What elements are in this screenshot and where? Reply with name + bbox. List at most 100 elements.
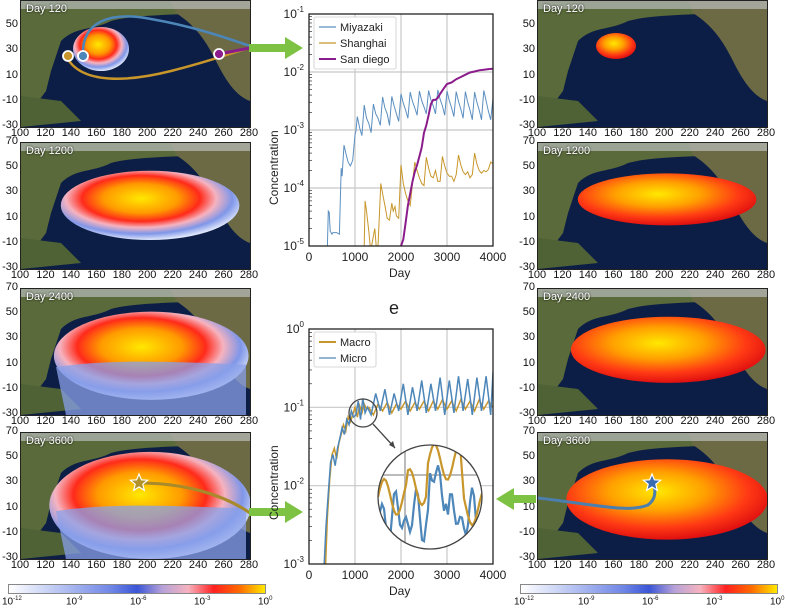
low-conc-band [56,505,246,559]
lon-tick: 180 [112,415,131,427]
lon-tick: 120 [553,269,572,281]
lon-tick: 240 [705,415,725,427]
lon-tick: 180 [629,559,648,571]
route-miyazaki [81,15,250,57]
map-day-label: Day 2400 [26,291,74,303]
lat-tick: 50 [5,160,18,173]
trajectory-line [538,482,657,510]
map-day-label: Day 3600 [543,435,591,447]
lat-tick: -30 [519,119,535,131]
lon-tick: 200 [655,127,674,139]
map-day-label: Day 120 [26,3,67,15]
lat-tick: -30 [2,119,18,131]
lon-tick: 260 [214,127,233,139]
lat-tick: 30 [522,475,535,488]
exponent: -9 [77,596,83,602]
lon-tick: 160 [87,559,106,571]
lat-tick: 10 [522,356,535,369]
lon-tick: 100 [527,415,547,427]
axes-frame [308,328,494,565]
arrow-right-top [249,37,303,59]
lon-tick: 240 [188,127,208,139]
lon-tick: 220 [680,415,699,427]
asia-land [538,289,767,409]
colorbar-tick-label: 10-3 [706,596,723,608]
y-tick-label: 10-3 [284,555,305,571]
marker-sandiego [213,48,225,60]
star-icon [641,472,663,492]
lon-tick: 100 [10,415,30,427]
lat-tick: -10 [2,235,18,248]
lat-tick: -30 [519,551,535,563]
arctic [21,1,250,9]
asia-land [21,289,250,409]
arctic [538,289,767,297]
x-tick-label: 0 [306,568,313,582]
arctic [538,433,767,441]
lon-tick: 280 [239,415,259,427]
lon-tick: 120 [36,415,55,427]
lat-tick: 30 [522,185,535,198]
x-tick-label: 1000 [342,250,369,264]
lat-tick: 50 [5,18,18,31]
lat-tick: -10 [2,525,18,538]
y-tick-label: 10-3 [284,121,305,137]
maritime-land [538,96,598,127]
chart2-xlabel: Day [389,584,411,598]
lat-tick: 10 [5,210,18,223]
chart-2: 0 1000 2000 3000 4000 100 10-1 10-2 10-3 Macro Mic… [284,320,507,582]
lon-tick: 240 [188,559,208,571]
lat-tick: -30 [519,261,535,273]
x-tick-label: 1000 [342,568,369,582]
lon-tick: 280 [239,269,259,281]
plume [577,173,757,226]
lat-tick: 70 [5,281,18,293]
lon-tick: 140 [61,269,81,281]
legend-label: Miyazaki [340,22,383,34]
y-tick-label: 10-1 [284,398,305,414]
lon-tick: 260 [214,559,233,571]
lon-tick: 200 [655,559,674,571]
lon-tick: 240 [188,269,208,281]
lon-tick: 140 [61,415,81,427]
lat-tick: 30 [522,43,535,56]
lon-tick: 120 [36,127,55,139]
maritime-land [538,238,598,269]
exponent: -6 [653,596,659,602]
chart2-ylabel: Concentration [267,445,281,520]
colorbar-tick-label: 10-6 [130,596,147,608]
star-icon [128,472,150,492]
legend-box [313,16,397,70]
arctic [21,289,250,297]
x-tick-label: 4000 [480,568,507,582]
lat-tick: 70 [522,425,535,437]
plume [596,33,636,59]
lat-tick: 70 [5,135,18,147]
lat-tick: 30 [5,331,18,344]
asia-land [21,1,250,121]
north-america-land [688,143,767,243]
plume [73,27,129,71]
lon-tick: 220 [163,269,182,281]
lon-tick: 220 [163,415,182,427]
map-panel-right-3: Day 2400 [537,288,768,416]
map-day-label: Day 2400 [543,291,591,303]
lon-tick: 220 [680,559,699,571]
series-micro [323,372,493,564]
x-tick-label: 4000 [480,250,507,264]
lon-tick: 100 [527,559,547,571]
arrow-left-bottom [496,488,536,510]
north-america-land [171,1,250,101]
lat-tick: 10 [522,210,535,223]
x-tick-label: 3000 [434,568,461,582]
lon-tick: 200 [138,559,157,571]
lat-tick: -30 [519,407,535,419]
low-conc-band [56,361,246,415]
lon-tick: 200 [655,269,674,281]
map-day-label: Day 120 [543,3,584,15]
lat-tick: 10 [522,500,535,513]
map-panel-left-2: Day 1200 [20,142,251,270]
x-tick-label: 0 [306,250,313,264]
arctic [21,143,250,151]
map-panel-left-1: Day 120 [20,0,251,128]
